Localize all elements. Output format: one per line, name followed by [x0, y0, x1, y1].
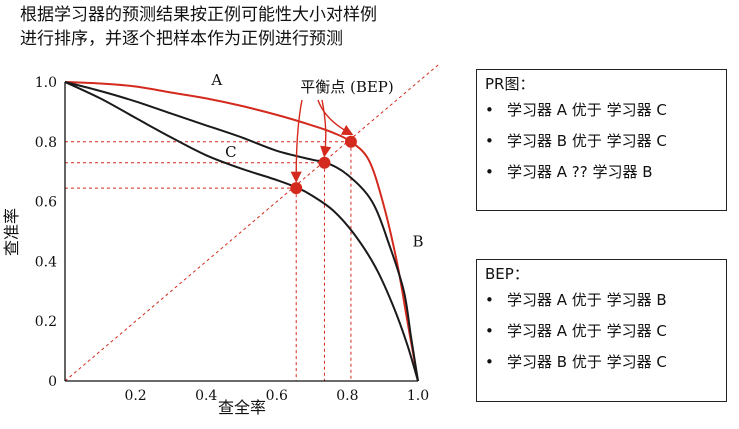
list-item: • 学习器 A 优于 学习器 C [485, 319, 667, 350]
bep-box-item: 学习器 B 优于 学习器 C [507, 353, 667, 371]
x-tick-label: 0.2 [124, 388, 146, 404]
bep-arrow-a [317, 99, 354, 136]
bep-annotation: 平衡点 (BEP) [300, 78, 394, 96]
curve-a [64, 81, 419, 382]
bep-arrows [290, 99, 354, 183]
bep-box-item: 学习器 A 优于 学习器 B [507, 291, 667, 309]
pr-box-item: 学习器 B 优于 学习器 C [507, 132, 667, 150]
heading: 根据学习器的预测结果按正例可能性大小对样例 进行排序，并逐个把样本作为正例进行预… [20, 3, 450, 51]
list-item: • 学习器 A 优于 学习器 B [485, 288, 667, 319]
bep-arrow-c [290, 99, 303, 183]
pr-curve-chart: 0.2 0.4 0.6 0.8 1.0 0 0.2 0.4 0.6 0.8 1.0 A B C 平衡点 … [2, 63, 440, 417]
series-labels: A B C [210, 71, 423, 250]
y-tick-label: 0 [48, 374, 57, 390]
series-label-b: B [412, 232, 423, 250]
curve-b [64, 81, 419, 382]
bep-box-list: • 学习器 A 优于 学习器 B • 学习器 A 优于 学习器 C • 学习器 B 优… [485, 288, 667, 381]
bep-box-item: 学习器 A 优于 学习器 C [507, 322, 667, 340]
list-item: • 学习器 B 优于 学习器 C [485, 129, 667, 160]
bullet-icon: • [485, 163, 494, 181]
bep-point-a [344, 135, 357, 148]
y-tick-label: 0.8 [35, 135, 57, 151]
heading-line-1: 根据学习器的预测结果按正例可能性大小对样例 [20, 5, 377, 25]
pr-conclusion-box: PR图： • 学习器 A 优于 学习器 C • 学习器 B 优于 学习器 C • 学习… [476, 69, 727, 211]
series-label-c: C [225, 143, 236, 161]
pr-box-item: 学习器 A ?? 学习器 B [507, 163, 653, 181]
tick-labels: 0.2 0.4 0.6 0.8 1.0 0 0.2 0.4 0.6 0.8 1.0 [35, 75, 429, 404]
y-tick-label: 0.4 [35, 254, 57, 270]
y-tick-label: 0.2 [35, 314, 57, 330]
pr-box-list: • 学习器 A 优于 学习器 C • 学习器 B 优于 学习器 C • 学习器 A ?… [485, 98, 667, 191]
list-item: • 学习器 A ?? 学习器 B [485, 160, 667, 191]
bep-arrow-b [320, 99, 332, 158]
x-tick-label: 0.4 [195, 388, 217, 404]
x-tick-label: 0.8 [336, 388, 358, 404]
bep-guide-lines [64, 63, 440, 382]
x-tick-label: 0.6 [266, 388, 288, 404]
y-tick-label: 1.0 [35, 75, 57, 91]
bep-box-title: BEP： [485, 265, 529, 283]
bep-points [290, 135, 357, 195]
bep-conclusion-box: BEP： • 学习器 A 优于 学习器 B • 学习器 A 优于 学习器 C • 学习… [476, 259, 727, 402]
list-item: • 学习器 A 优于 学习器 C [485, 98, 667, 129]
pr-box-title: PR图： [485, 75, 535, 93]
bullet-icon: • [485, 291, 494, 309]
bullet-icon: • [485, 132, 494, 150]
bep-point-c [290, 182, 303, 195]
x-axis-label: 查全率 [218, 398, 266, 417]
diagonal-guide-line [64, 63, 440, 382]
x-tick-label: 1.0 [407, 388, 429, 404]
list-item: • 学习器 B 优于 学习器 C [485, 350, 667, 381]
series-label-a: A [210, 71, 222, 89]
bullet-icon: • [485, 322, 494, 340]
y-tick-label: 0.6 [35, 195, 57, 211]
bullet-icon: • [485, 353, 494, 371]
heading-line-2: 进行排序，并逐个把样本作为正例进行预测 [20, 29, 343, 49]
bullet-icon: • [485, 101, 494, 119]
chart-axes [64, 82, 418, 382]
bep-point-b [318, 156, 331, 169]
pr-box-item: 学习器 A 优于 学习器 C [507, 101, 667, 119]
y-axis-label: 查准率 [2, 208, 21, 256]
